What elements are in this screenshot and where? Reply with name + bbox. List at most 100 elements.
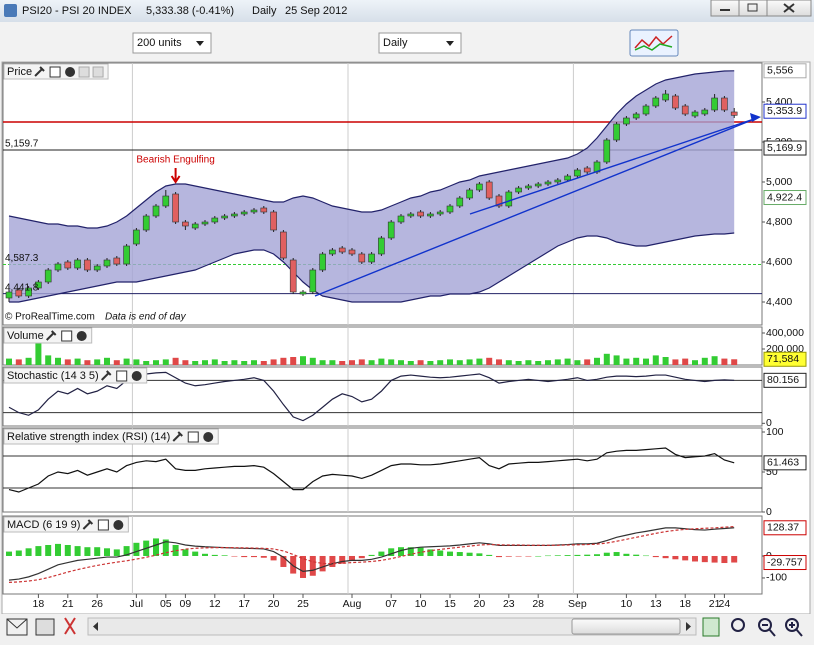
- macd-histogram-bar: [309, 555, 316, 576]
- candle-body: [397, 215, 405, 223]
- x-tick-label: 17: [238, 598, 250, 610]
- macd-histogram-bar: [603, 552, 610, 556]
- volume-bar: [319, 360, 326, 365]
- candle-body: [681, 105, 689, 115]
- candle-body: [358, 253, 366, 263]
- volume-bar: [545, 360, 551, 365]
- scroll-left[interactable]: [93, 622, 98, 631]
- volume-bar: [505, 360, 512, 365]
- candle-body: [446, 205, 454, 213]
- value-marker: [763, 140, 807, 156]
- macd-histogram-bar: [368, 554, 375, 556]
- mail-button[interactable]: [6, 618, 28, 636]
- macd-histogram-bar: [594, 554, 600, 556]
- volume-bar: [74, 358, 81, 365]
- window-icon[interactable]: [187, 431, 199, 443]
- autoscale-button[interactable]: [702, 617, 720, 637]
- close-icon[interactable]: [203, 432, 214, 442]
- macd-histogram-bar: [417, 547, 424, 556]
- signal-line: [8, 525, 735, 583]
- candle-body: [623, 117, 630, 125]
- value-marker-label: 61.463: [767, 457, 799, 469]
- delete-button[interactable]: [64, 617, 76, 635]
- window-icon[interactable]: [61, 330, 73, 342]
- volume-bar: [211, 359, 218, 365]
- macd-histogram-bar: [211, 554, 218, 556]
- scroll-thumb[interactable]: [571, 618, 681, 635]
- volume-bar: [682, 358, 689, 365]
- close-icon[interactable]: [113, 520, 124, 530]
- candle-body: [525, 185, 532, 189]
- value-marker-label: 5,556: [767, 65, 793, 77]
- settings-icon[interactable]: [101, 370, 112, 381]
- window-icon[interactable]: [97, 519, 109, 531]
- scroll-right[interactable]: [686, 622, 691, 631]
- y-tick-label: 100: [766, 426, 784, 438]
- macd-histogram-bar: [64, 545, 71, 556]
- y-tick-label: 4,600: [766, 256, 792, 268]
- volume-bar: [584, 359, 591, 365]
- volume-bar: [84, 360, 91, 365]
- zoom-in-glyph: [789, 622, 803, 637]
- macd-histogram-bar: [6, 551, 12, 556]
- y-tick-label: 4,800: [766, 216, 792, 228]
- down-icon[interactable]: [92, 66, 104, 78]
- macd-histogram-bar: [652, 555, 659, 558]
- macd-histogram-bar: [231, 555, 238, 557]
- x-tick-label: 23: [503, 598, 515, 610]
- zoom-out-button[interactable]: [758, 618, 772, 632]
- candle-body: [93, 265, 101, 271]
- zoom-out-glyph: [762, 624, 776, 637]
- value-marker-label: 128.37: [767, 522, 799, 534]
- period-select[interactable]: [378, 32, 462, 54]
- settings-icon[interactable]: [45, 330, 57, 341]
- macd-histogram-bar: [221, 555, 228, 556]
- settings-icon[interactable]: [172, 431, 183, 442]
- macd-histogram-bar: [515, 555, 522, 557]
- x-tick-label: 10: [621, 598, 633, 610]
- volume-bar: [368, 360, 375, 365]
- candle-body: [534, 183, 542, 187]
- value-marker-label: 80.156: [767, 374, 799, 386]
- candle-body: [338, 247, 346, 253]
- volume-bar: [260, 361, 267, 365]
- units-select[interactable]: [132, 32, 212, 54]
- macd-histogram-bar: [113, 549, 120, 556]
- volume-bar: [45, 355, 52, 365]
- print-button[interactable]: [35, 618, 55, 636]
- zoom-button[interactable]: [731, 618, 745, 632]
- macd-histogram-bar: [525, 555, 532, 557]
- indicators-button[interactable]: [629, 29, 679, 57]
- macd-histogram-bar: [662, 555, 669, 559]
- volume-bar: [447, 359, 453, 365]
- settings-icon[interactable]: [82, 519, 94, 530]
- up-icon[interactable]: [78, 66, 90, 78]
- close-icon[interactable]: [65, 67, 76, 77]
- candle-body: [613, 123, 620, 141]
- volume-bar: [35, 343, 42, 365]
- maximize-button[interactable]: [738, 0, 768, 17]
- x-tick-label: 05: [160, 598, 172, 610]
- zoom-in-button[interactable]: [785, 618, 799, 632]
- settings-icon[interactable]: [34, 66, 45, 77]
- x-tick-label: 25: [297, 598, 309, 610]
- volume-bar: [25, 357, 32, 365]
- macd-histogram-bar: [633, 554, 640, 556]
- volume-bar: [6, 358, 12, 365]
- scrollbar[interactable]: [87, 617, 697, 636]
- candle-body: [476, 183, 483, 191]
- minimize-button[interactable]: [710, 0, 740, 17]
- volume-bar: [104, 357, 110, 365]
- volume-bar: [349, 360, 355, 365]
- volume-bar: [358, 359, 365, 365]
- macd-histogram-bar: [74, 546, 81, 556]
- window-icon[interactable]: [116, 370, 128, 382]
- mail-glyph: [6, 618, 28, 629]
- close-icon[interactable]: [76, 331, 87, 341]
- volume-bar: [711, 356, 718, 365]
- close-icon[interactable]: [131, 371, 142, 381]
- window-icon[interactable]: [49, 66, 61, 78]
- value-marker-label: 5,353.9: [767, 105, 802, 117]
- candle-body: [5, 291, 13, 299]
- volume-bar: [123, 358, 130, 365]
